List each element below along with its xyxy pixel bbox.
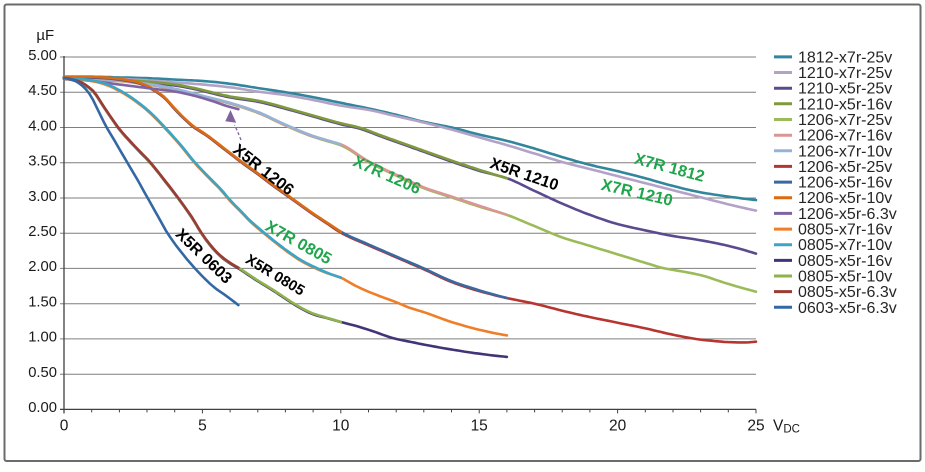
svg-text:1.00: 1.00 (28, 330, 57, 346)
svg-text:20: 20 (609, 418, 627, 435)
svg-text:4.00: 4.00 (28, 118, 57, 134)
svg-text:1210-x7r-25v: 1210-x7r-25v (798, 65, 892, 82)
svg-text:0.00: 0.00 (28, 400, 57, 416)
svg-text:1206-x7r-10v: 1206-x7r-10v (798, 143, 892, 160)
svg-text:1210-x5r-25v: 1210-x5r-25v (798, 81, 892, 98)
svg-text:1.50: 1.50 (28, 295, 57, 311)
svg-text:1206-x5r-6.3v: 1206-x5r-6.3v (798, 206, 897, 223)
svg-text:0805-x5r-6.3v: 0805-x5r-6.3v (798, 284, 897, 301)
svg-text:1206-x5r-16v: 1206-x5r-16v (798, 175, 892, 192)
svg-text:0805-x7r-10v: 0805-x7r-10v (798, 237, 892, 254)
svg-text:µF: µF (36, 27, 54, 44)
svg-text:5: 5 (198, 418, 207, 435)
svg-text:3.50: 3.50 (28, 154, 57, 170)
svg-text:25: 25 (747, 418, 764, 435)
svg-text:15: 15 (471, 418, 488, 435)
svg-text:0805-x5r-16v: 0805-x5r-16v (798, 253, 892, 270)
svg-text:5.00: 5.00 (28, 48, 57, 64)
svg-text:0603-x5r-6.3v: 0603-x5r-6.3v (798, 300, 897, 317)
svg-text:1206-x7r-25v: 1206-x7r-25v (798, 112, 892, 129)
svg-text:4.50: 4.50 (28, 83, 57, 99)
svg-text:0805-x5r-10v: 0805-x5r-10v (798, 269, 892, 286)
svg-text:1206-x5r-25v: 1206-x5r-25v (798, 159, 892, 176)
svg-text:3.00: 3.00 (28, 189, 57, 205)
svg-text:1206-x7r-16v: 1206-x7r-16v (798, 128, 892, 145)
svg-text:2.50: 2.50 (28, 224, 57, 240)
svg-text:1210-x5r-16v: 1210-x5r-16v (798, 96, 892, 113)
svg-text:1812-x7r-25v: 1812-x7r-25v (798, 49, 892, 66)
svg-text:1206-x5r-10v: 1206-x5r-10v (798, 190, 892, 207)
svg-text:10: 10 (332, 418, 350, 435)
svg-text:0.50: 0.50 (28, 365, 57, 381)
svg-text:0805-x7r-16v: 0805-x7r-16v (798, 222, 892, 239)
svg-text:0: 0 (60, 418, 69, 435)
svg-text:2.00: 2.00 (28, 259, 57, 275)
